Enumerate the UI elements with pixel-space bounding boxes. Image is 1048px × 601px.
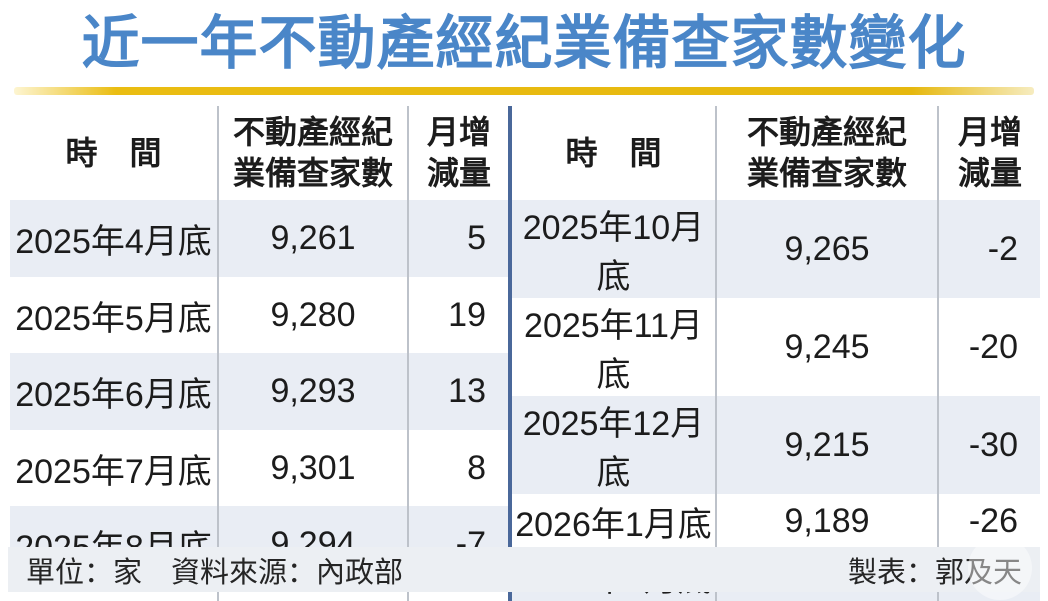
cell-count: 9,280	[217, 276, 408, 354]
cell-change: -2	[937, 200, 1040, 299]
header-count: 不動產經紀 業備查家數	[217, 106, 408, 201]
cell-count: 9,189	[715, 494, 938, 550]
footer-credit: 製表：郭及天	[847, 556, 1022, 589]
cell-change: 8	[407, 429, 508, 507]
table-row: 2025年7月底 9,301 8	[10, 429, 508, 507]
table-row: 2025年10月底 9,265 -2	[512, 200, 1040, 299]
cell-time: 2025年7月底	[15, 452, 212, 491]
right-table-header-row: 時 間 不動產經紀 業備查家數 月增 減量	[512, 106, 1040, 201]
table-row: 2026年1月底 9,189 -26	[512, 494, 1040, 550]
cell-count: 9,245	[715, 298, 938, 397]
table-row: 2025年11月底 9,245 -20	[512, 298, 1040, 397]
right-table: 時 間 不動產經紀 業備查家數 月增 減量 2025年10月底 9,265 -2…	[512, 106, 1040, 601]
footer-bar: 單位：家 資料來源：內政部 製表：郭及天	[8, 547, 1040, 592]
header-time: 時 間	[512, 106, 716, 201]
cell-time: 2025年4月底	[15, 223, 212, 262]
left-table-header-row: 時 間 不動產經紀 業備查家數 月增 減量	[10, 106, 508, 201]
header-time: 時 間	[10, 106, 218, 201]
cell-time: 2025年5月底	[15, 299, 212, 338]
cell-count: 9,293	[217, 353, 408, 430]
cell-count: 9,215	[715, 396, 938, 495]
cell-count: 9,261	[217, 200, 408, 277]
cell-count: 9,265	[715, 200, 938, 299]
cell-time: 2025年12月底	[522, 405, 705, 493]
center-divider-line	[508, 106, 512, 601]
cell-change: -30	[937, 396, 1040, 495]
header-count: 不動產經紀 業備查家數	[715, 106, 938, 201]
footer-unit-source: 單位：家 資料來源：內政部	[26, 556, 404, 589]
header-change: 月增 減量	[937, 106, 1040, 201]
table-row: 2025年5月底 9,280 19	[10, 276, 508, 354]
cell-time: 2025年11月底	[524, 307, 703, 395]
cell-change: 19	[407, 276, 508, 354]
table-row: 2025年6月底 9,293 13	[10, 353, 508, 430]
cell-time: 2026年1月底	[515, 506, 712, 545]
left-table: 時 間 不動產經紀 業備查家數 月增 減量 2025年4月底 9,261 5 2…	[10, 106, 508, 601]
title-underline-bar	[14, 87, 1034, 96]
page-title: 近一年不動產經紀業備查家數變化	[81, 11, 967, 76]
cell-change: 13	[407, 353, 508, 430]
cell-change: 5	[407, 200, 508, 277]
cell-change: -26	[937, 494, 1040, 550]
cell-count: 9,301	[217, 429, 408, 507]
table-row: 2025年4月底 9,261 5	[10, 200, 508, 277]
cell-change: -20	[937, 298, 1040, 397]
tables-container: 時 間 不動產經紀 業備查家數 月增 減量 2025年4月底 9,261 5 2…	[10, 106, 1040, 601]
header-change: 月增 減量	[407, 106, 508, 201]
cell-time: 2025年10月底	[522, 209, 705, 297]
table-row: 2025年12月底 9,215 -30	[512, 396, 1040, 495]
cell-time: 2025年6月底	[15, 376, 212, 415]
